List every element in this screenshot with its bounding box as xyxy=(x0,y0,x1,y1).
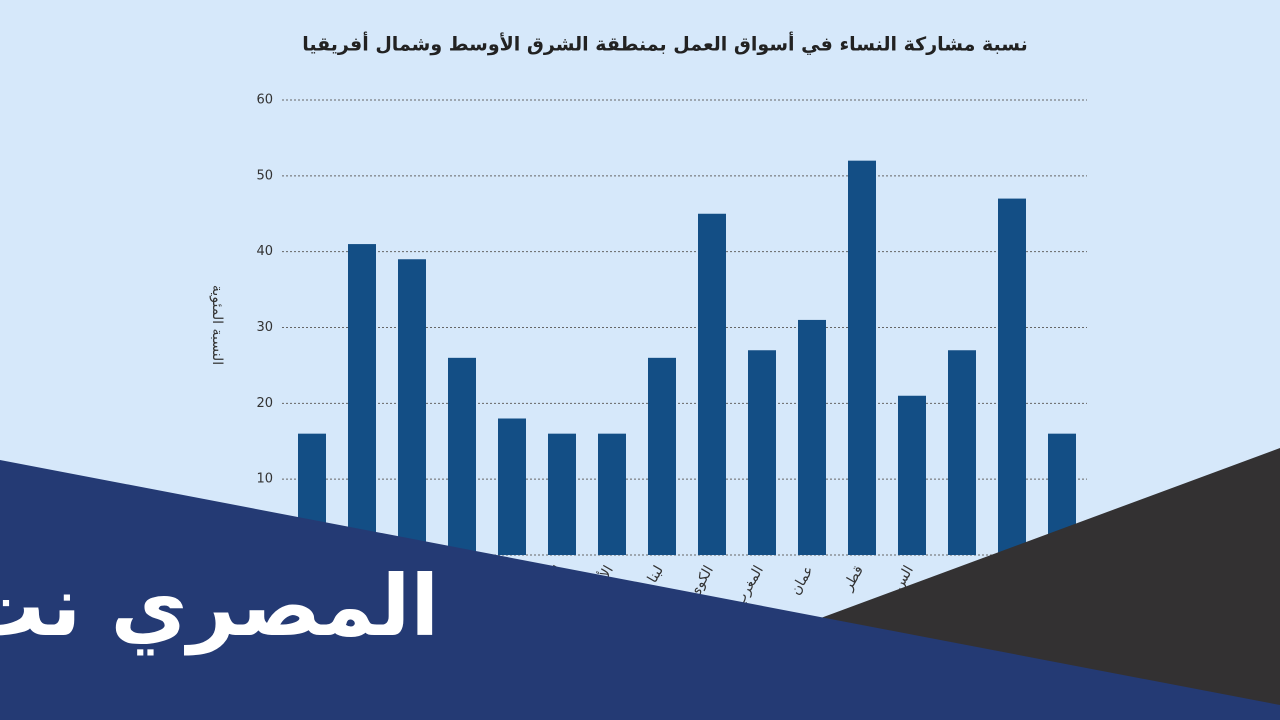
bar xyxy=(498,418,526,555)
y-tick-label: 10 xyxy=(256,472,273,487)
bar xyxy=(798,319,826,555)
y-axis-label: النسبة المئوية xyxy=(209,285,225,365)
y-tick-label: 20 xyxy=(256,396,273,411)
y-tick-label: 40 xyxy=(256,244,273,259)
bar xyxy=(548,433,576,555)
plot: 0102030405060الالألبناالكويالمغربعمانقطر… xyxy=(256,93,1087,609)
y-tick-label: 30 xyxy=(256,320,273,335)
overlay-navy xyxy=(0,460,1280,720)
y-tick-label: 60 xyxy=(256,93,273,108)
bar xyxy=(948,350,976,555)
bar xyxy=(398,259,426,555)
x-tick-label: لبنا xyxy=(645,563,667,586)
bar xyxy=(648,357,676,555)
bar xyxy=(748,350,776,555)
bar xyxy=(448,357,476,555)
bar xyxy=(898,395,926,555)
bar xyxy=(598,433,626,555)
bar xyxy=(998,198,1026,556)
chart-title: نسبة مشاركة النساء في أسواق العمل بمنطقة… xyxy=(302,32,1028,56)
y-tick-label: 50 xyxy=(256,168,273,183)
watermark: المصري نت xyxy=(0,557,439,656)
bar xyxy=(348,244,376,556)
bar xyxy=(848,160,876,555)
bar xyxy=(698,213,726,555)
